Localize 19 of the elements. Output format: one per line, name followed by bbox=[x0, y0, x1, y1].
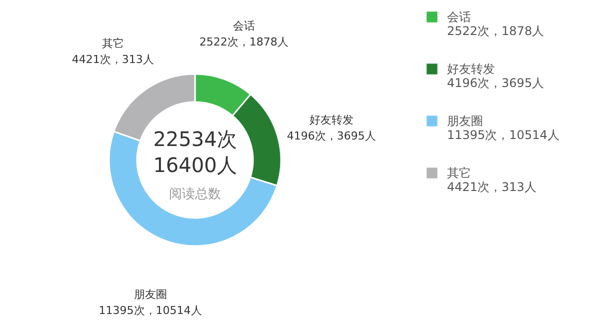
slice-label: 其它 bbox=[102, 37, 124, 50]
text: 22534次 bbox=[153, 127, 237, 151]
text: 4196次，3695人 bbox=[447, 76, 544, 90]
data-label: 4421次，313人 bbox=[72, 53, 154, 66]
slice-label: 朋友圈 bbox=[134, 288, 167, 301]
legend-label: 会话 bbox=[447, 10, 471, 24]
data-label: 2522次，1878人 bbox=[199, 36, 288, 49]
text: 2522次，1878人 bbox=[447, 24, 544, 38]
slice-label: 会话 bbox=[232, 20, 255, 33]
text: 4421次，313人 bbox=[447, 180, 536, 194]
slice-label: 好友转发 bbox=[309, 113, 354, 126]
text: 阅读总数 bbox=[169, 187, 221, 202]
legend-label: 朋友圈 bbox=[447, 114, 483, 128]
data-label: 4196次，3695人 bbox=[286, 129, 376, 142]
data-label: 11395次，10514人 bbox=[98, 304, 202, 317]
text: 16400人 bbox=[153, 153, 237, 177]
legend-label: 好友转发 bbox=[447, 62, 495, 76]
text: 11395次，10514人 bbox=[447, 128, 560, 142]
legend-label: 其它 bbox=[447, 166, 471, 180]
